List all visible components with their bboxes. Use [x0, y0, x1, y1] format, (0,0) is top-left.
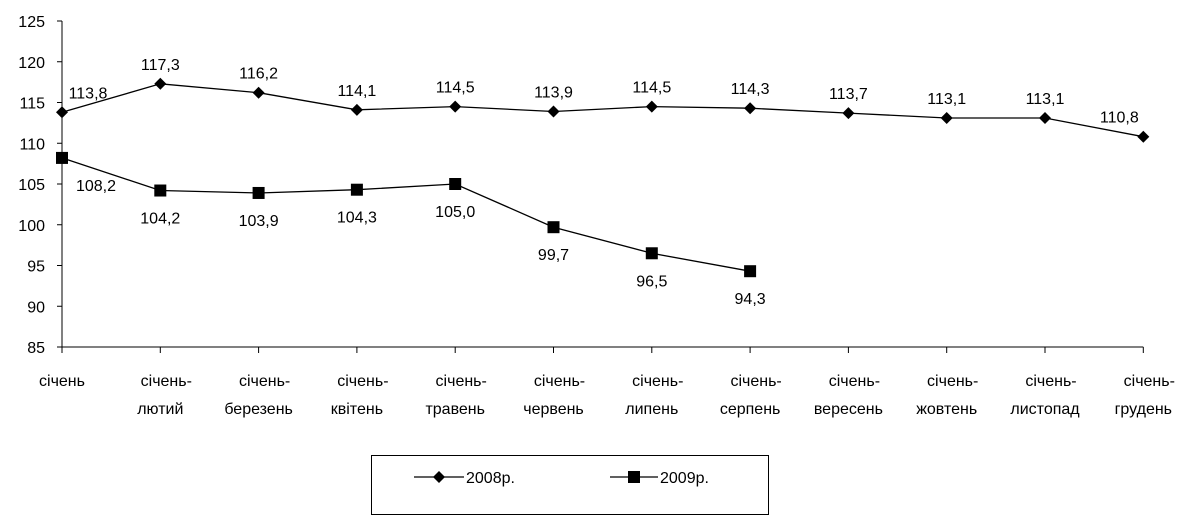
series-line	[61, 157, 751, 272]
y-tick-label: 120	[18, 55, 45, 72]
data-point-diamond	[940, 111, 953, 124]
data-label: 114,5	[436, 80, 475, 97]
data-label: 114,1	[337, 83, 376, 100]
x-tick-label-line: січень-	[1025, 373, 1076, 390]
x-tick-label-line: січень-	[436, 373, 487, 390]
x-tick-label: січень-листопад	[1010, 373, 1080, 418]
y-tick-label: 125	[18, 14, 45, 31]
legend-label-2008: 2008р.	[466, 470, 515, 487]
x-tick-label: січень-березень	[224, 373, 293, 418]
x-tick-label: січень-грудень	[1115, 373, 1175, 418]
legend: 2008р. 2009р.	[371, 455, 769, 515]
data-label: 104,2	[140, 211, 180, 228]
x-tick-label-line: травень	[425, 401, 485, 418]
series-line	[61, 83, 1144, 138]
data-point-diamond	[1039, 111, 1051, 124]
x-tick-label-line: листопад	[1010, 401, 1080, 418]
x-tick-label-line: жовтень	[916, 401, 977, 418]
x-tick-label-line: січень-	[829, 373, 880, 390]
data-point-square	[645, 247, 658, 260]
x-tick-label-line: січень-	[632, 373, 683, 390]
data-label: 114,5	[632, 80, 671, 97]
x-tick-label-line: липень	[625, 401, 678, 418]
data-label: 103,9	[239, 213, 279, 230]
y-tick-label: 105	[18, 177, 45, 194]
data-label: 99,7	[538, 247, 569, 264]
series-layer: 113,8 117,3 116,2 114,1 114,5 113,9 114,5 114,3…	[56, 57, 1150, 308]
x-tick-label-line: квітень	[331, 401, 383, 418]
y-axis: 85 90 95 100 105 110 115 120 125	[18, 14, 63, 357]
data-point-square	[449, 178, 462, 190]
x-tick-label-line: березень	[224, 401, 293, 418]
legend-diamond-marker	[433, 471, 445, 483]
data-point-diamond	[645, 100, 658, 113]
data-label: 105,0	[435, 204, 475, 221]
legend-item-2008: 2008р.	[414, 470, 515, 487]
y-tick-label: 85	[27, 340, 45, 357]
data-label: 113,9	[534, 84, 573, 101]
legend-item-2009: 2009р.	[610, 470, 709, 487]
data-point-square	[547, 221, 560, 234]
data-point-diamond	[56, 106, 68, 119]
legend-square-marker	[628, 471, 640, 483]
data-label: 108,2	[76, 178, 116, 195]
x-tick-label: січень-серпень	[720, 373, 782, 418]
data-point-square	[56, 151, 68, 164]
x-tick-label-line: січень-	[337, 373, 388, 390]
data-label: 113,1	[1026, 91, 1065, 108]
x-tick-label: січень-вересень	[814, 373, 883, 418]
data-point-diamond	[744, 102, 757, 115]
x-tick-label: січень-липень	[625, 373, 683, 418]
data-label: 114,3	[731, 81, 770, 98]
legend-label-2009: 2009р.	[660, 470, 709, 487]
y-tick-label: 100	[18, 218, 45, 235]
data-point-square	[154, 184, 167, 197]
data-label: 113,1	[927, 91, 966, 108]
data-label: 117,3	[141, 57, 180, 74]
x-tick-label-line: січень-	[1124, 373, 1175, 390]
x-tick-label-line: січень-	[927, 373, 978, 390]
data-label: 96,5	[636, 273, 667, 290]
x-tick-label-line: вересень	[814, 401, 883, 418]
x-tick-label-line: грудень	[1115, 401, 1172, 418]
x-tick-label-line: січень-	[730, 373, 781, 390]
data-point-diamond	[350, 103, 363, 116]
data-point-diamond	[449, 100, 462, 113]
x-tick-label: січень-квітень	[331, 373, 389, 418]
x-axis: січень січень-лютийсічень-березеньсічень-…	[39, 346, 1175, 418]
data-label: 94,3	[735, 291, 766, 308]
x-tick-label: січень-лютий	[137, 373, 192, 418]
x-tick-label: січень	[39, 373, 85, 390]
x-tick-label: січень-червень	[523, 373, 585, 418]
y-tick-label: 95	[27, 259, 45, 276]
data-label: 113,8	[69, 85, 108, 102]
data-label: 104,3	[337, 210, 377, 227]
x-tick-label-line: січень-	[239, 373, 290, 390]
data-point-diamond	[1137, 130, 1150, 143]
series-2008: 113,8 117,3 116,2 114,1 114,5 113,9 114,5 114,3…	[56, 57, 1150, 143]
legend-graphic: 2008р. 2009р.	[414, 470, 709, 487]
x-tick-label-line: серпень	[720, 401, 781, 418]
data-label: 113,7	[829, 86, 868, 103]
series-2009: 108,2 104,2 103,9 104,3 105,0 99,7 96,5 94,3	[56, 151, 766, 308]
data-point-square	[744, 265, 757, 278]
y-tick-label: 110	[19, 136, 45, 153]
data-point-square	[252, 186, 265, 199]
x-tick-label: січень-травень	[425, 373, 486, 418]
data-point-diamond	[252, 86, 265, 99]
data-label: 110,8	[1100, 110, 1139, 127]
x-tick-label-line: лютий	[137, 401, 183, 418]
data-point-diamond	[547, 105, 560, 118]
y-tick-label: 115	[19, 96, 45, 113]
x-tick-label-line: січень-	[534, 373, 585, 390]
x-tick-label: січень-жовтень	[916, 373, 978, 418]
data-point-diamond	[842, 107, 855, 120]
y-tick-label: 90	[27, 299, 45, 316]
x-tick-label-line: січень-	[141, 373, 192, 390]
data-point-diamond	[154, 77, 167, 90]
data-point-square	[350, 183, 363, 196]
x-tick-label-line: червень	[523, 401, 584, 418]
data-label: 116,2	[239, 66, 278, 83]
